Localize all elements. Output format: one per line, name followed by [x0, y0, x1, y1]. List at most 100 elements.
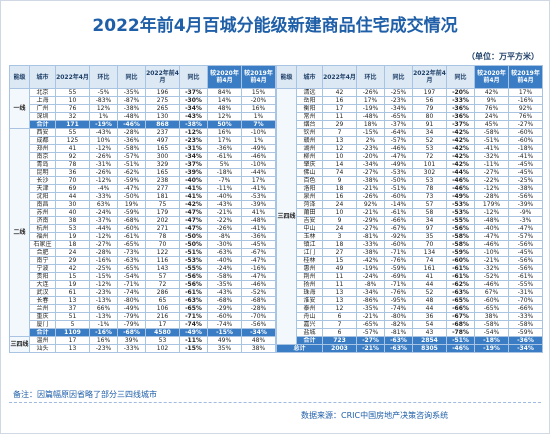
cell: -42% — [446, 136, 475, 145]
cell: 106 — [145, 304, 180, 313]
cell: 南京 — [29, 152, 56, 161]
cell: -67% — [241, 248, 276, 257]
cell: -14% — [384, 200, 413, 209]
cell: -21% — [207, 208, 242, 217]
cell: 76 — [55, 104, 90, 113]
cell: 合肥 — [29, 248, 56, 257]
cell: 12 — [322, 304, 357, 313]
cell: 49% — [207, 336, 242, 345]
total-row: 合计 723 -27% -63% 2854 -51% -18% -36% — [277, 336, 543, 345]
total-cell: 合计 — [296, 336, 323, 345]
cell: -46% — [384, 144, 413, 153]
total-cell: 2854 — [412, 336, 447, 345]
total-cell: -68% — [117, 328, 146, 337]
cell: 97 — [412, 224, 447, 233]
cell: 珠海 — [296, 288, 323, 297]
cell: 6 — [322, 328, 357, 337]
cell: 56 — [412, 96, 447, 105]
cell: -36% — [446, 112, 475, 121]
data-row: 百色 9 -38% -50% 53 -46% -22% -25% — [277, 176, 543, 185]
cell: -42% — [179, 200, 208, 209]
cell: -25% — [384, 88, 413, 97]
cell: -54% — [474, 328, 509, 337]
divider — [9, 402, 541, 403]
data-row: 惠州 49 -19% -59% 161 -61% -32% -56% — [277, 264, 543, 273]
cell: 13 — [55, 296, 90, 305]
cell: -12% — [89, 232, 118, 241]
data-row: 长沙 70 -12% -59% 238 -40% -7% 17% — [10, 176, 276, 185]
cell: -47% — [474, 232, 509, 241]
cell: 29 — [322, 120, 357, 129]
cell: -23% — [356, 144, 385, 153]
cell: -12% — [474, 184, 509, 193]
cell: 中山 — [296, 224, 323, 233]
data-row: 苏州 40 -24% -59% 179 -47% -21% 41% — [10, 208, 276, 217]
header-row: 能级 城市 2022年4月 环比 同比 2022年前4月 同比 较2020年前4月 较2019年… — [9, 65, 276, 89]
cell: -58% — [207, 272, 242, 281]
cell: 24 — [55, 248, 90, 257]
cell: -16% — [508, 96, 543, 105]
cell: -43% — [179, 112, 208, 121]
cell: 70 — [55, 176, 90, 185]
cell: -40% — [207, 256, 242, 265]
cell: 10% — [89, 136, 118, 145]
grand-total-cell: 2003 — [322, 344, 357, 353]
total-cell: 868 — [145, 120, 180, 129]
data-row: 盐城 6 -57% -81% 43 -78% -54% -59% — [277, 328, 543, 337]
cell: 玉林 — [296, 232, 323, 241]
data-row: 钦州 7 -15% -64% 34 -42% -58% -60% — [277, 128, 543, 137]
cell: 天津 — [29, 184, 56, 193]
cell: 53 — [55, 224, 90, 233]
tables: 能级 城市 2022年4月 环比 同比 2022年前4月 同比 较2020年前4月 较2019年… — [9, 65, 543, 353]
cell: -65% — [384, 112, 413, 121]
cell: -31% — [508, 288, 543, 297]
total-cell: -16% — [89, 328, 118, 337]
data-row: 菏泽 24 92% -14% 57 -53% 179% -39% — [277, 200, 543, 209]
cell: -80% — [384, 312, 413, 321]
cell: -16% — [241, 264, 276, 273]
cell: -67% — [446, 312, 475, 321]
cell: -62% — [446, 280, 475, 289]
cell: -10% — [474, 248, 509, 257]
cell: 南昌 — [29, 200, 56, 209]
data-row: 昆明 36 -26% -62% 165 -39% -18% -44% — [10, 168, 276, 177]
cell: -57% — [117, 152, 146, 161]
cell: 长春 — [29, 296, 56, 305]
cell: -37% — [89, 216, 118, 225]
cell: -49% — [117, 304, 146, 313]
cell: 扬州 — [296, 280, 323, 289]
note: 备注：因篇幅原因省略了部分三四线城市 — [13, 390, 157, 399]
grand-total-cell: -46% — [446, 344, 475, 353]
total-cell: 4580 — [145, 328, 180, 337]
right-table: 能级 城市 2022年4月 环比 同比 2022年前4月 同比 较2020年前4月 较2019年… — [276, 65, 543, 353]
cell: 洛阳 — [296, 184, 323, 193]
cell: 19% — [117, 200, 146, 209]
cell: -66% — [508, 304, 543, 313]
data-row: 莆田 10 -21% -61% 58 -53% -12% -9% — [277, 208, 543, 217]
cell: -15% — [356, 128, 385, 137]
cell: -59% — [117, 176, 146, 185]
cell: 12 — [322, 144, 357, 153]
cell: 65 — [145, 296, 180, 305]
grand-total-cell: -63% — [384, 344, 413, 353]
cell: -21% — [356, 208, 385, 217]
cell: -65% — [179, 304, 208, 313]
cell: -83% — [89, 96, 118, 105]
cell: 197 — [412, 88, 447, 97]
cell: -11% — [179, 336, 208, 345]
cell: -81% — [384, 328, 413, 337]
cell: 16% — [241, 104, 276, 113]
column-header: 城市 — [29, 65, 56, 89]
tier-label: 二线 — [9, 128, 30, 337]
cell: 79 — [412, 104, 447, 113]
cell: -8% — [356, 280, 385, 289]
cell: -28% — [241, 304, 276, 313]
cell: -26% — [356, 192, 385, 201]
cell: 莆田 — [296, 208, 323, 217]
cell: -33% — [89, 192, 118, 201]
total-cell: -36% — [508, 336, 543, 345]
cell: 52 — [412, 136, 447, 145]
cell: -70% — [241, 312, 276, 321]
data-row: 岳阳 16 17% -23% 56 -33% 9% -16% — [277, 96, 543, 105]
